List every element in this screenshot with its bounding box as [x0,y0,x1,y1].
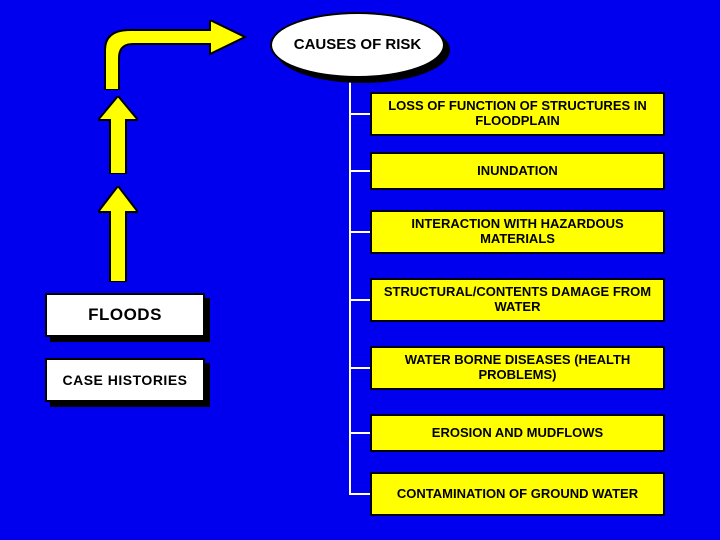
causes-of-risk-label: CAUSES OF RISK [294,36,422,54]
case-histories-label: CASE HISTORIES [63,372,188,388]
connector-7 [349,493,371,495]
risk-label: STRUCTURAL/CONTENTS DAMAGE FROM WATER [380,285,655,315]
risk-box-loss-function: LOSS OF FUNCTION OF STRUCTURES IN FLOODP… [370,92,665,136]
risk-label: CONTAMINATION OF GROUND WATER [397,487,638,502]
floods-label: FLOODS [88,305,162,325]
risk-box-water-borne: WATER BORNE DISEASES (HEALTH PROBLEMS) [370,346,665,390]
risk-label: INTERACTION WITH HAZARDOUS MATERIALS [380,217,655,247]
connector-2 [349,170,371,172]
floods-box: FLOODS [45,293,205,337]
causes-of-risk-node: CAUSES OF RISK [270,12,445,78]
risk-box-inundation: INUNDATION [370,152,665,190]
connector-5 [349,367,371,369]
connector-6 [349,432,371,434]
risk-label: WATER BORNE DISEASES (HEALTH PROBLEMS) [380,353,655,383]
risk-box-interaction: INTERACTION WITH HAZARDOUS MATERIALS [370,210,665,254]
connector-4 [349,299,371,301]
case-histories-box: CASE HISTORIES [45,358,205,402]
arrow-curved [95,20,255,90]
arrow-up-2 [98,186,138,282]
risk-box-structural: STRUCTURAL/CONTENTS DAMAGE FROM WATER [370,278,665,322]
arrow-up-1 [98,96,138,174]
risk-box-contamination: CONTAMINATION OF GROUND WATER [370,472,665,516]
connector-3 [349,231,371,233]
connector-1 [349,113,371,115]
risk-label: EROSION AND MUDFLOWS [432,426,603,441]
risk-label: INUNDATION [477,164,558,179]
risk-box-erosion: EROSION AND MUDFLOWS [370,414,665,452]
risk-label: LOSS OF FUNCTION OF STRUCTURES IN FLOODP… [380,99,655,129]
